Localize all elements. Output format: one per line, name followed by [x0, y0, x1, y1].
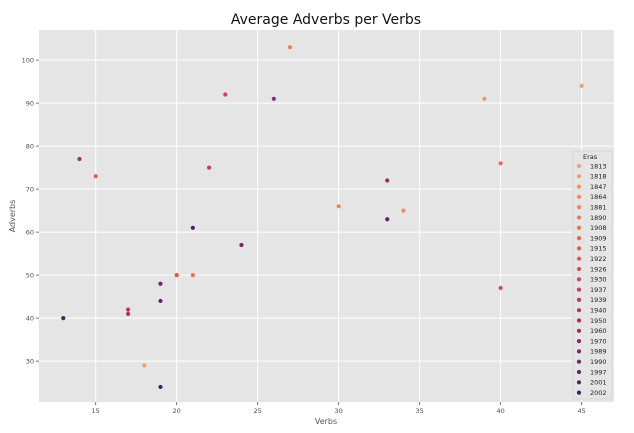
y-tick-label: 40: [26, 315, 34, 323]
data-point: [61, 316, 66, 321]
x-tick-label: 30: [335, 407, 343, 415]
x-axis-label: Verbs: [315, 417, 337, 426]
x-tick-label: 45: [577, 407, 585, 415]
legend-marker: [576, 349, 582, 354]
legend-label: 1813: [590, 162, 607, 170]
grid-lines: [39, 30, 614, 402]
y-tick-label: 50: [26, 272, 34, 280]
legend-label: 2001: [590, 379, 607, 387]
data-point: [336, 204, 341, 209]
legend-marker: [576, 380, 582, 385]
y-tick-label: 80: [26, 143, 34, 151]
legend-marker: [576, 215, 582, 220]
legend-label: 1922: [590, 255, 607, 263]
legend-label: 1908: [590, 224, 607, 232]
legend-marker: [576, 225, 582, 230]
legend-box: [572, 150, 613, 400]
legend-label: 1890: [590, 214, 607, 222]
y-tick-label: 60: [26, 229, 34, 237]
x-tick-label: 40: [496, 407, 504, 415]
legend-label: 1950: [590, 317, 607, 325]
legend-marker: [576, 184, 582, 189]
data-point: [385, 178, 390, 183]
data-point: [385, 217, 390, 222]
legend-marker: [576, 308, 582, 313]
legend-label: 1989: [590, 348, 607, 356]
y-axis-label: Adverbs: [8, 200, 17, 233]
x-tick-label: 20: [173, 407, 181, 415]
legend-marker: [576, 236, 582, 241]
data-point: [125, 307, 131, 312]
legend-label: 1937: [590, 286, 607, 294]
legend-marker: [576, 297, 582, 302]
data-point: [239, 242, 244, 248]
legend-marker: [576, 339, 582, 344]
legend-label: 1847: [590, 183, 607, 191]
y-tick-label: 90: [26, 100, 34, 108]
legend-label: 2002: [590, 389, 607, 397]
legend-marker: [576, 369, 582, 375]
legend-label: 1881: [590, 204, 607, 212]
data-point: [401, 208, 406, 213]
data-point: [482, 96, 487, 101]
data-point: [158, 384, 163, 390]
plot-area: [39, 30, 614, 402]
legend-label: 1909: [590, 234, 607, 242]
legend-label: 1926: [590, 265, 607, 273]
data-point: [93, 174, 98, 179]
data-point: [223, 92, 228, 97]
x-tick-label: 15: [92, 407, 100, 415]
legend-marker: [576, 174, 582, 179]
legend-label: 1960: [590, 327, 607, 335]
legend-label: 1915: [590, 245, 607, 253]
data-point: [77, 156, 82, 162]
legend-label: 1940: [590, 307, 607, 315]
y-tick-label: 70: [26, 186, 34, 194]
x-tick-label: 25: [254, 407, 262, 415]
chart-title: Average Adverbs per Verbs: [231, 12, 421, 28]
legend-marker: [576, 390, 582, 395]
legend-marker: [576, 318, 582, 323]
data-point: [158, 281, 163, 286]
legend-label: 1997: [590, 368, 607, 376]
y-axis-ticks: 30 40 50 60 70 80 90 100: [22, 57, 39, 366]
data-point: [174, 273, 179, 278]
data-point: [271, 96, 276, 101]
data-point: [206, 165, 212, 170]
x-tick-label: 35: [415, 407, 423, 415]
legend-marker: [576, 194, 582, 199]
data-point: [287, 45, 293, 50]
legend-label: 1939: [590, 296, 607, 304]
x-axis-ticks: 15 20 25 30 35 40 45: [92, 402, 586, 415]
data-point: [579, 83, 584, 89]
legend-label: 1930: [590, 276, 607, 284]
legend-label: 1864: [590, 193, 607, 201]
data-point: [498, 285, 503, 291]
data-point: [158, 298, 163, 304]
data-points: [61, 45, 584, 390]
legend-title: Eras: [583, 153, 598, 161]
y-tick-label: 100: [22, 57, 34, 65]
data-point: [190, 273, 195, 278]
legend-marker: [576, 256, 582, 261]
data-point: [125, 311, 131, 316]
y-tick-label: 30: [26, 358, 34, 366]
legend-marker: [576, 277, 582, 282]
legend-label: 1818: [590, 173, 607, 181]
legend-marker: [576, 266, 582, 272]
legend-marker: [576, 246, 582, 251]
legend-marker: [576, 163, 582, 169]
data-point: [190, 225, 195, 230]
legend-items: 1813 1818 1847 1864 1881 1890 1908 1909 1915 1922…: [576, 162, 607, 397]
legend-marker: [576, 359, 582, 364]
legend-marker: [576, 205, 582, 210]
legend-label: 1990: [590, 358, 607, 366]
data-point: [498, 161, 503, 166]
legend: Eras 1813 1818 1847 1864 1881 1890 1908 1909 191…: [572, 150, 613, 400]
legend-marker: [576, 328, 582, 333]
data-point: [142, 363, 147, 368]
legend-label: 1970: [590, 337, 607, 345]
legend-marker: [576, 287, 582, 292]
